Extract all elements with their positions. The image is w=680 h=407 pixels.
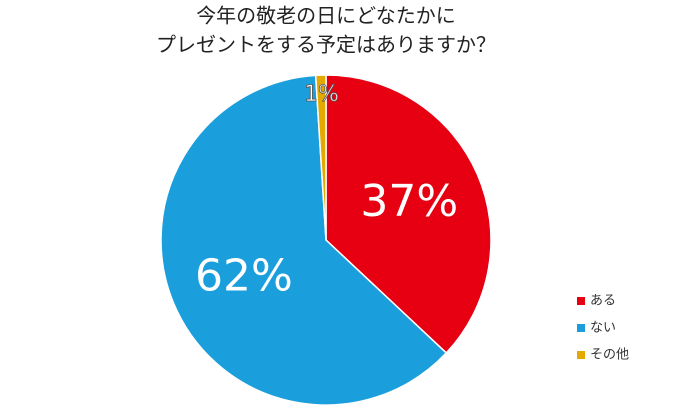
value-label: 62% (195, 251, 293, 302)
chart-title: プレゼントをする予定はありますか？ (156, 33, 496, 57)
legend-swatch (577, 351, 585, 359)
pie-slice (325, 74, 492, 355)
legend-swatch (577, 297, 585, 305)
pie-slice (314, 74, 327, 241)
value-label: 1% (304, 82, 339, 107)
value-label: 37% (360, 176, 458, 227)
legend-label: その他 (590, 348, 629, 363)
pie-slice (160, 74, 448, 406)
legend-label: ある (590, 294, 616, 309)
legend-swatch (577, 324, 585, 332)
legend-label: ない (590, 321, 616, 336)
chart-title: 今年の敬老の日にどなたかに (196, 4, 456, 28)
